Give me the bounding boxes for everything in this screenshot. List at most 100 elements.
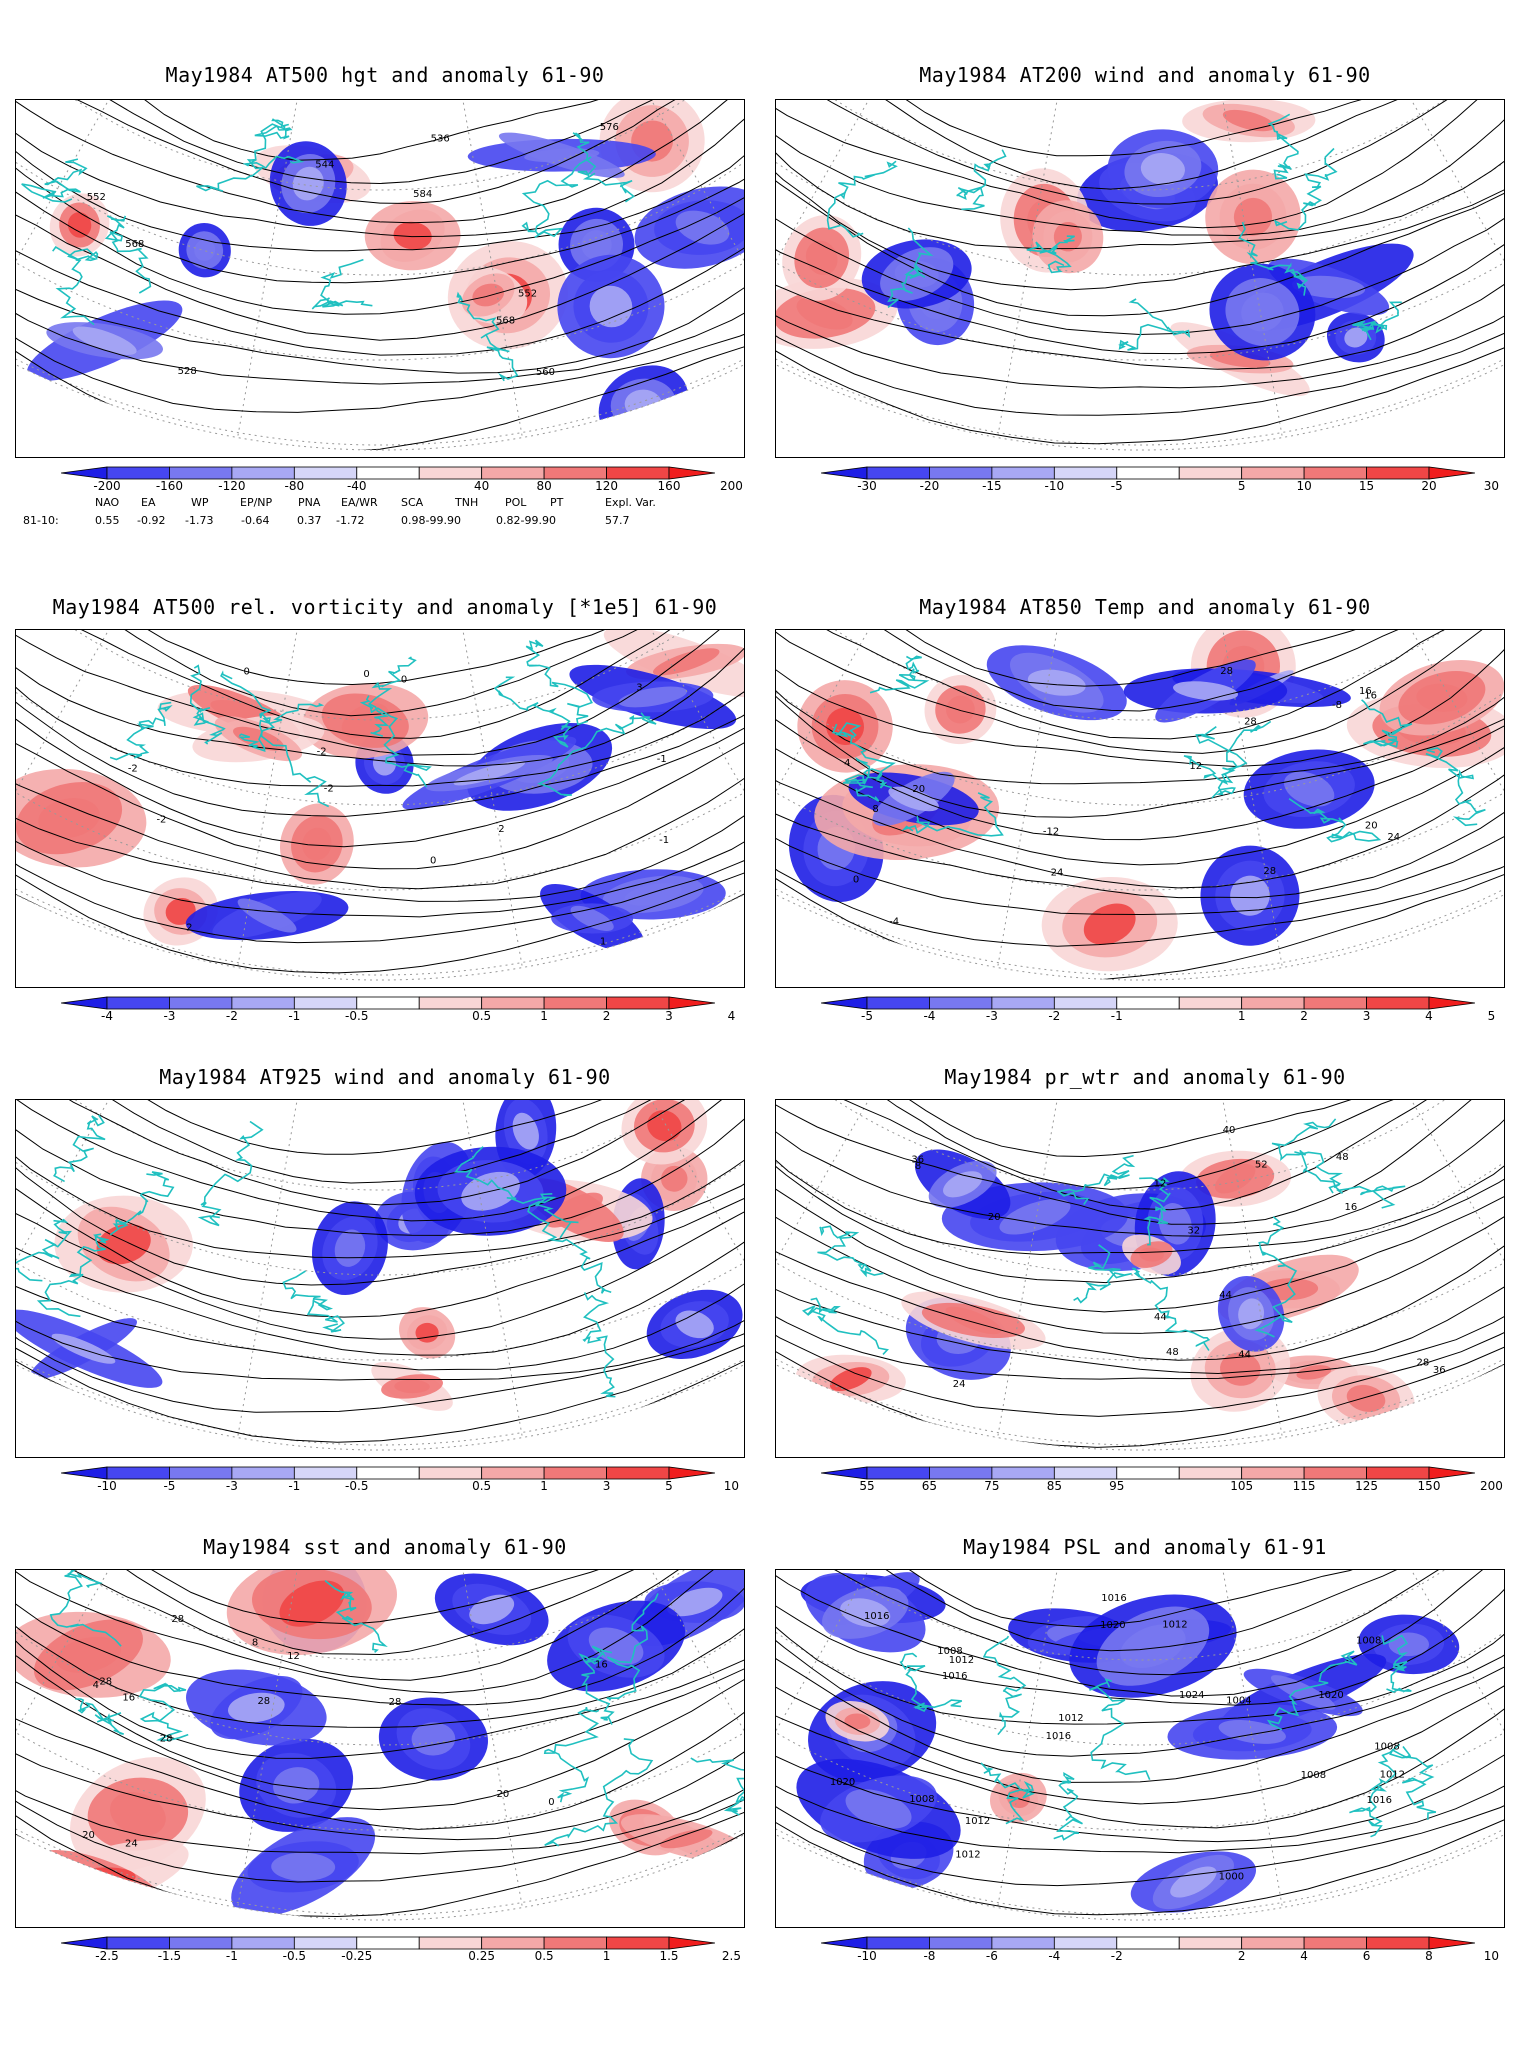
meridian-line (205, 1570, 381, 1920)
index-value: 0.37 (297, 514, 322, 527)
colorbar-swatch (1053, 466, 1118, 480)
colorbar-swatches (820, 1936, 1476, 1950)
latitude-circle (776, 1570, 1504, 1831)
positive-anomaly-shading (829, 1367, 872, 1391)
contour-label: 4 (844, 758, 850, 769)
positive-anomaly-shading (1222, 109, 1275, 132)
colorbar-tick-label: -1 (225, 1949, 238, 1963)
colorbar-tick-label: 2.5 (721, 1949, 741, 1963)
contour-label: 1016 (1046, 1731, 1071, 1742)
positive-anomaly-shading (394, 1379, 430, 1394)
colorbar-swatch (866, 466, 930, 480)
index-header: PNA (298, 496, 321, 509)
negative-anomaly-shading (524, 148, 600, 163)
contour-label: 12 (287, 1651, 300, 1662)
negative-anomaly-shading (1283, 771, 1335, 807)
colorbar-swatch (991, 1466, 1055, 1480)
contour-line (16, 100, 744, 238)
colorbar-tick-label: 10 (723, 1479, 740, 1493)
contour-label: 28 (1263, 866, 1276, 877)
contour-label: 24 (1051, 868, 1064, 879)
colorbar-tick-label: -10 (857, 1949, 877, 1963)
map-panel-4: May1984 AT850 Temp and anomaly 61-90 -12-… (775, 585, 1515, 1105)
latitude-circle (776, 630, 1504, 891)
contour-label: 28 (160, 1733, 173, 1744)
contour-label: -2 (324, 783, 334, 794)
polar-map (775, 99, 1505, 458)
colorbar-swatch (106, 466, 170, 480)
index-header: EP/NP (240, 496, 273, 509)
contour-label: 16 (122, 1693, 135, 1704)
colorbar-tick-label: -0.5 (345, 1479, 369, 1493)
contour-label: 1 (600, 937, 606, 948)
contour-line (776, 630, 1504, 785)
colorbar-swatch (231, 1466, 295, 1480)
contour-label: 8 (872, 804, 878, 815)
colorbar-max-arrow (668, 996, 716, 1010)
colorbar-swatch (929, 1936, 993, 1950)
contour-line (776, 1570, 1504, 1805)
contour-line (776, 1570, 1504, 1887)
colorbar-tick-label: -80 (284, 479, 305, 493)
coastline (367, 656, 417, 737)
contour-label: -2 (156, 815, 166, 826)
index-header: TNH (455, 496, 479, 509)
colorbar-max-arrow (1428, 466, 1476, 480)
colorbar-tick-label: -3 (985, 1009, 998, 1023)
contour-line (776, 100, 1504, 416)
negative-anomaly-shading (581, 230, 612, 260)
colorbar-tick-label: 3 (1362, 1009, 1371, 1023)
colorbar-swatch (1241, 466, 1305, 480)
colorbar-tick-label: -200 (93, 479, 121, 493)
colorbar-max-arrow (1428, 1936, 1476, 1950)
colorbar-swatch (418, 1466, 483, 1480)
panel-title: May1984 AT500 hgt and anomaly 61-90 (165, 63, 605, 87)
coastline (1389, 1746, 1437, 1820)
colorbar-swatch (169, 466, 233, 480)
contour-label: 44 (1154, 1312, 1167, 1323)
negative-anomaly-shading (1241, 292, 1284, 332)
contour-line (776, 100, 1504, 237)
colorbar-tick-label: 30 (1483, 479, 1500, 493)
contour-line (776, 100, 1504, 355)
positive-anomaly-shading (38, 798, 100, 839)
positive-anomaly-shading (661, 1165, 688, 1192)
colorbar-tick-label: 160 (657, 479, 681, 493)
contour-line (776, 100, 1504, 205)
negative-anomaly-shading (1230, 875, 1270, 916)
contour-label: 1024 (1179, 1690, 1204, 1701)
panel-title: May1984 sst and anomaly 61-90 (203, 1535, 567, 1559)
index-value: -1.73 (185, 514, 214, 527)
contour-line (776, 1100, 1504, 1237)
colorbar-swatch (293, 466, 358, 480)
contour-line (16, 1570, 744, 1728)
colorbar-swatches (60, 466, 716, 480)
colorbar-swatch (293, 996, 358, 1010)
colorbar-tick-label: 40 (474, 479, 490, 493)
positive-anomaly-shading (233, 726, 284, 751)
contour-line (16, 1100, 744, 1184)
coastline (537, 712, 657, 797)
contour-line (776, 100, 1504, 291)
contour-line (776, 1100, 1504, 1448)
meridian-line (1139, 1100, 1315, 1450)
positive-anomaly-shading (1416, 683, 1468, 712)
colorbar-swatch (1366, 1936, 1430, 1950)
contour-label: 3 (636, 682, 642, 693)
index-row-label: 81-10: (23, 514, 59, 527)
colorbar-swatch (1053, 1466, 1118, 1480)
coastline (1053, 1771, 1083, 1841)
colorbar-tick-label: 5 (1487, 1009, 1496, 1023)
colorbar-swatch (293, 1936, 358, 1950)
colorbar-swatches (820, 996, 1476, 1010)
colorbar-tick-label: -4 (923, 1009, 936, 1023)
contour-line (776, 100, 1504, 190)
contour-label: 36 (911, 1154, 924, 1165)
colorbar-tick-label: 200 (719, 479, 743, 493)
colorbar-tick-label: 65 (921, 1479, 938, 1493)
contour-line (16, 1570, 744, 1830)
contour-label: -1 (659, 835, 669, 846)
map-canvas (16, 1100, 744, 1451)
colorbar-swatch (991, 996, 1055, 1010)
meridian-line (205, 630, 381, 980)
